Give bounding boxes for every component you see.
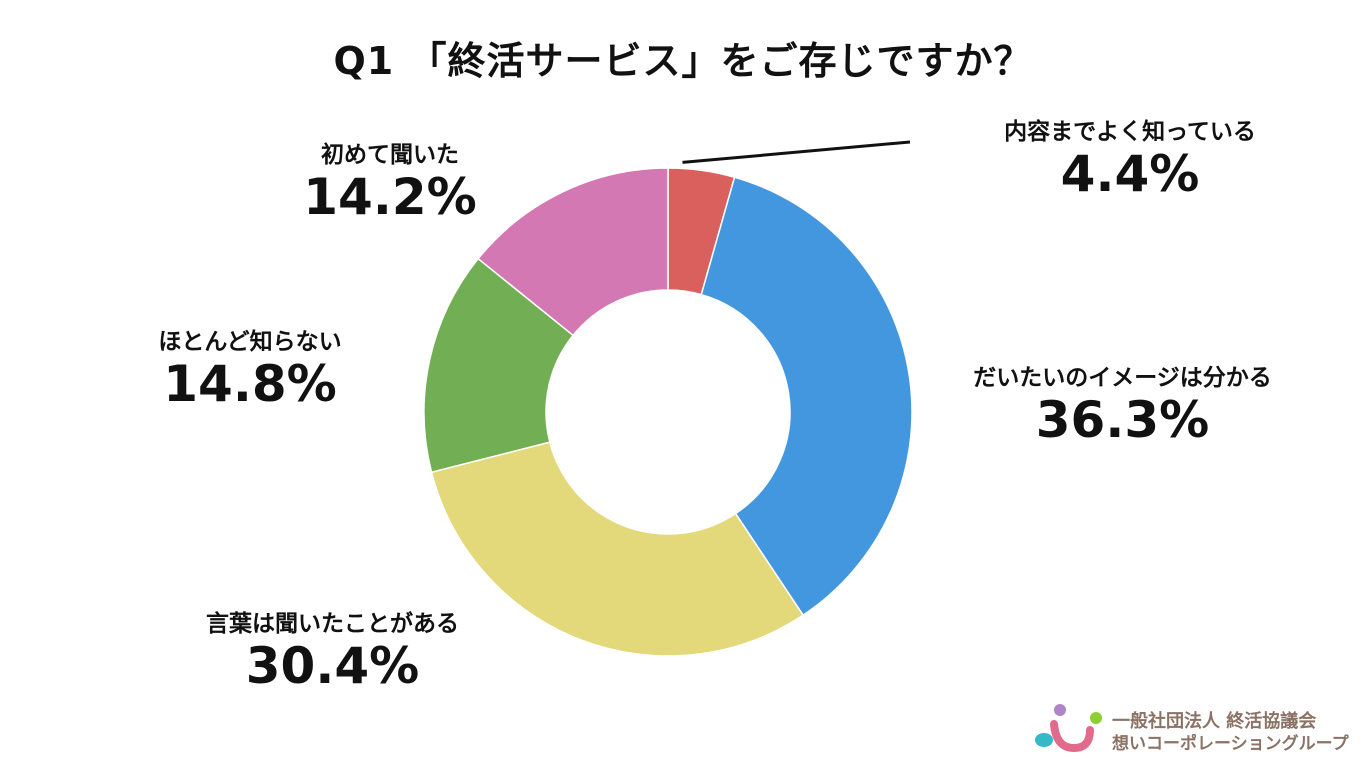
value-label: 30.4% [245,637,420,695]
value-label: 36.3% [1035,391,1210,449]
logo-org-name: 一般社団法人 終活協議会 [1112,711,1317,732]
category-label: 言葉は聞いたことがある [206,611,459,637]
category-label: だいたいのイメージは分かる [973,365,1272,391]
organization-logo: 一般社団法人 終活協議会 想いコーポレーショングループ [1032,700,1352,756]
value-label: 14.2% [303,168,477,226]
category-label: ほとんど知らない [158,329,342,355]
donut-slice-barely-know [423,257,575,474]
donut-slice-heard-word [430,441,805,657]
logo-group-name: 想いコーポレーショングループ [1112,734,1349,754]
value-label: 14.8% [163,355,337,413]
slice-label-know-well: 内容までよく知っている 4.4% [960,112,1300,201]
value-label: 4.4% [1060,145,1200,203]
logo-smile [1050,720,1094,753]
logo-dot-purple [1054,704,1066,716]
donut-slice-first-time [477,167,669,337]
slice-label-heard-word: 言葉は聞いたことがある 30.4% [175,604,490,693]
slice-label-rough-idea: だいたいのイメージは分かる 36.3% [935,358,1310,447]
slice-label-first-time: 初めて聞いた 14.2% [290,135,490,224]
category-label: 内容までよく知っている [1004,119,1256,145]
leader-line [682,140,911,164]
slice-label-barely-know: ほとんど知らない 14.8% [130,322,370,411]
chart-title: Q1 「終活サービス」をご存じですか？ [333,39,1033,83]
logo-mark-icon [1035,704,1102,753]
donut-slice-rough-idea [700,176,913,617]
category-label: 初めて聞いた [321,142,459,168]
logo-dot-green [1090,712,1102,724]
logo-dot-teal [1035,733,1053,747]
